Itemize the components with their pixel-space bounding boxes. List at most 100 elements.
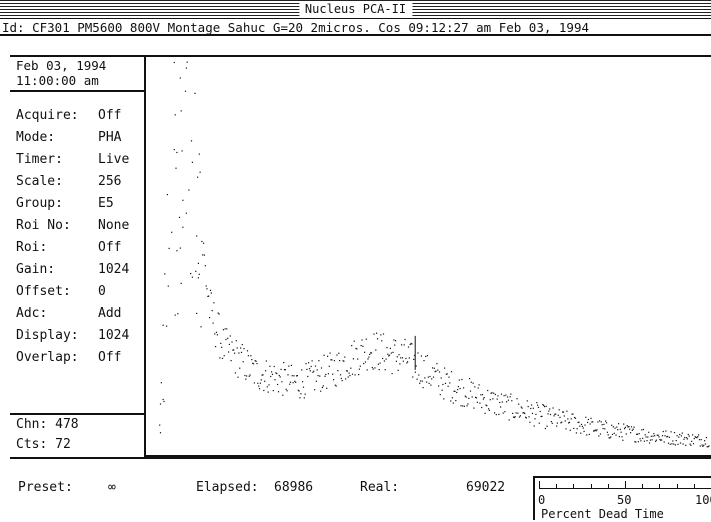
spectrum-point [595,430,597,432]
spectrum-point [318,360,320,362]
spectrum-point [223,355,225,357]
spectrum-point [618,423,620,425]
param-timer[interactable]: Timer: Live [16,152,130,167]
spectrum-point [292,382,294,384]
spectrum-point [530,407,532,410]
spectrum-point [184,90,187,92]
spectrum-point [647,436,649,438]
spectrum-point [267,391,269,393]
datetime-box: Feb 03, 1994 11:00:00 am [16,58,106,88]
spectrum-point [692,443,695,445]
spectrum-point [556,422,558,424]
spectrum-point [600,421,602,423]
spectrum-point [159,432,162,434]
spectrum-point [472,382,474,384]
param-gain[interactable]: Gain: 1024 [16,262,130,277]
spectrum-point [692,434,694,436]
spectrum-point [493,392,495,394]
spectrum-point [467,403,469,405]
spectrum-point [348,372,350,374]
elapsed-label: Elapsed: [196,480,259,495]
spectrum-point [671,443,673,445]
spectrum-point [370,352,372,354]
spectrum-point [263,389,265,392]
param-group[interactable]: Group: E5 [16,196,114,211]
spectrum-point [453,390,455,392]
spectrum-point [625,433,627,435]
spectrum-point [297,389,299,391]
spectrum-point [303,397,305,399]
spectrum-point [202,254,204,256]
spectrum-point [204,265,206,267]
spectrum-point [358,368,360,370]
spectrum-point [634,441,636,443]
spectrum-point [551,422,553,424]
param-mode[interactable]: Mode: PHA [16,130,122,145]
spectrum-point [583,430,585,432]
spectrum-point [320,367,323,369]
spectrum-point [162,324,164,326]
spectrum-point [311,360,313,362]
spectrum-point [478,384,480,386]
spectrum-point [589,423,591,425]
spectrum-point [581,425,583,427]
preset-label: Preset: [18,480,73,495]
spectrum-point [286,390,288,392]
spectrum-point [588,433,590,435]
spectrum-point [343,360,345,362]
spectrum-point [288,365,290,367]
spectrum-point [677,443,679,445]
param-display[interactable]: Display: 1024 [16,328,130,343]
spectrum-point [216,334,218,336]
spectrum-point [199,171,201,173]
spectrum-point [240,347,242,349]
spectrum-point [236,347,238,349]
spectrum-point [666,436,668,438]
spectrum-point [686,437,688,439]
spectrum-point [612,426,614,428]
spectrum-point [305,363,307,365]
spectrum-point [499,401,501,404]
spectrum-point [502,412,504,414]
spectrum-point [196,235,198,237]
param-adc[interactable]: Adc: Add [16,306,122,321]
spectrum-point [367,358,369,360]
spectrum-point [574,416,576,419]
spectrum-point [512,416,515,418]
spectrum-point [354,374,356,376]
param-overlap[interactable]: Overlap: Off [16,350,122,365]
spectrum-point [705,437,707,439]
spectrum-point [469,390,472,392]
spectrum-point [328,365,330,367]
spectrum-point [400,357,402,359]
dead-time-tick [539,481,540,489]
param-roi-no[interactable]: Roi No: None [16,218,130,233]
spectrum-point [401,344,403,346]
spectrum-point [388,355,390,357]
spectrum-point [656,434,658,436]
spectrum-point [494,393,496,396]
spectrum-point [645,436,647,438]
param-offset[interactable]: Offset: 0 [16,284,106,299]
param-acquire[interactable]: Acquire: Off [16,108,122,123]
spectrum-svg[interactable] [146,57,711,455]
spectrum-point [302,386,305,388]
spectrum-point [506,401,508,403]
param-scale[interactable]: Scale: 256 [16,174,122,189]
spectrum-point [641,429,643,431]
dead-time-caption: Percent Dead Time [541,507,664,521]
spectrum-point [575,432,577,434]
spectrum-plot[interactable] [146,55,711,459]
spectrum-point [531,404,533,406]
spectrum-point [412,376,414,378]
spectrum-point [593,430,595,432]
spectrum-point [387,353,389,355]
spectrum-point [500,406,502,408]
param-roi[interactable]: Roi: Off [16,240,122,255]
spectrum-point [439,394,441,396]
spectrum-point [508,419,510,421]
spectrum-point [244,374,246,377]
spectrum-point [258,388,261,390]
spectrum-point [490,392,492,394]
spectrum-point [512,412,514,414]
